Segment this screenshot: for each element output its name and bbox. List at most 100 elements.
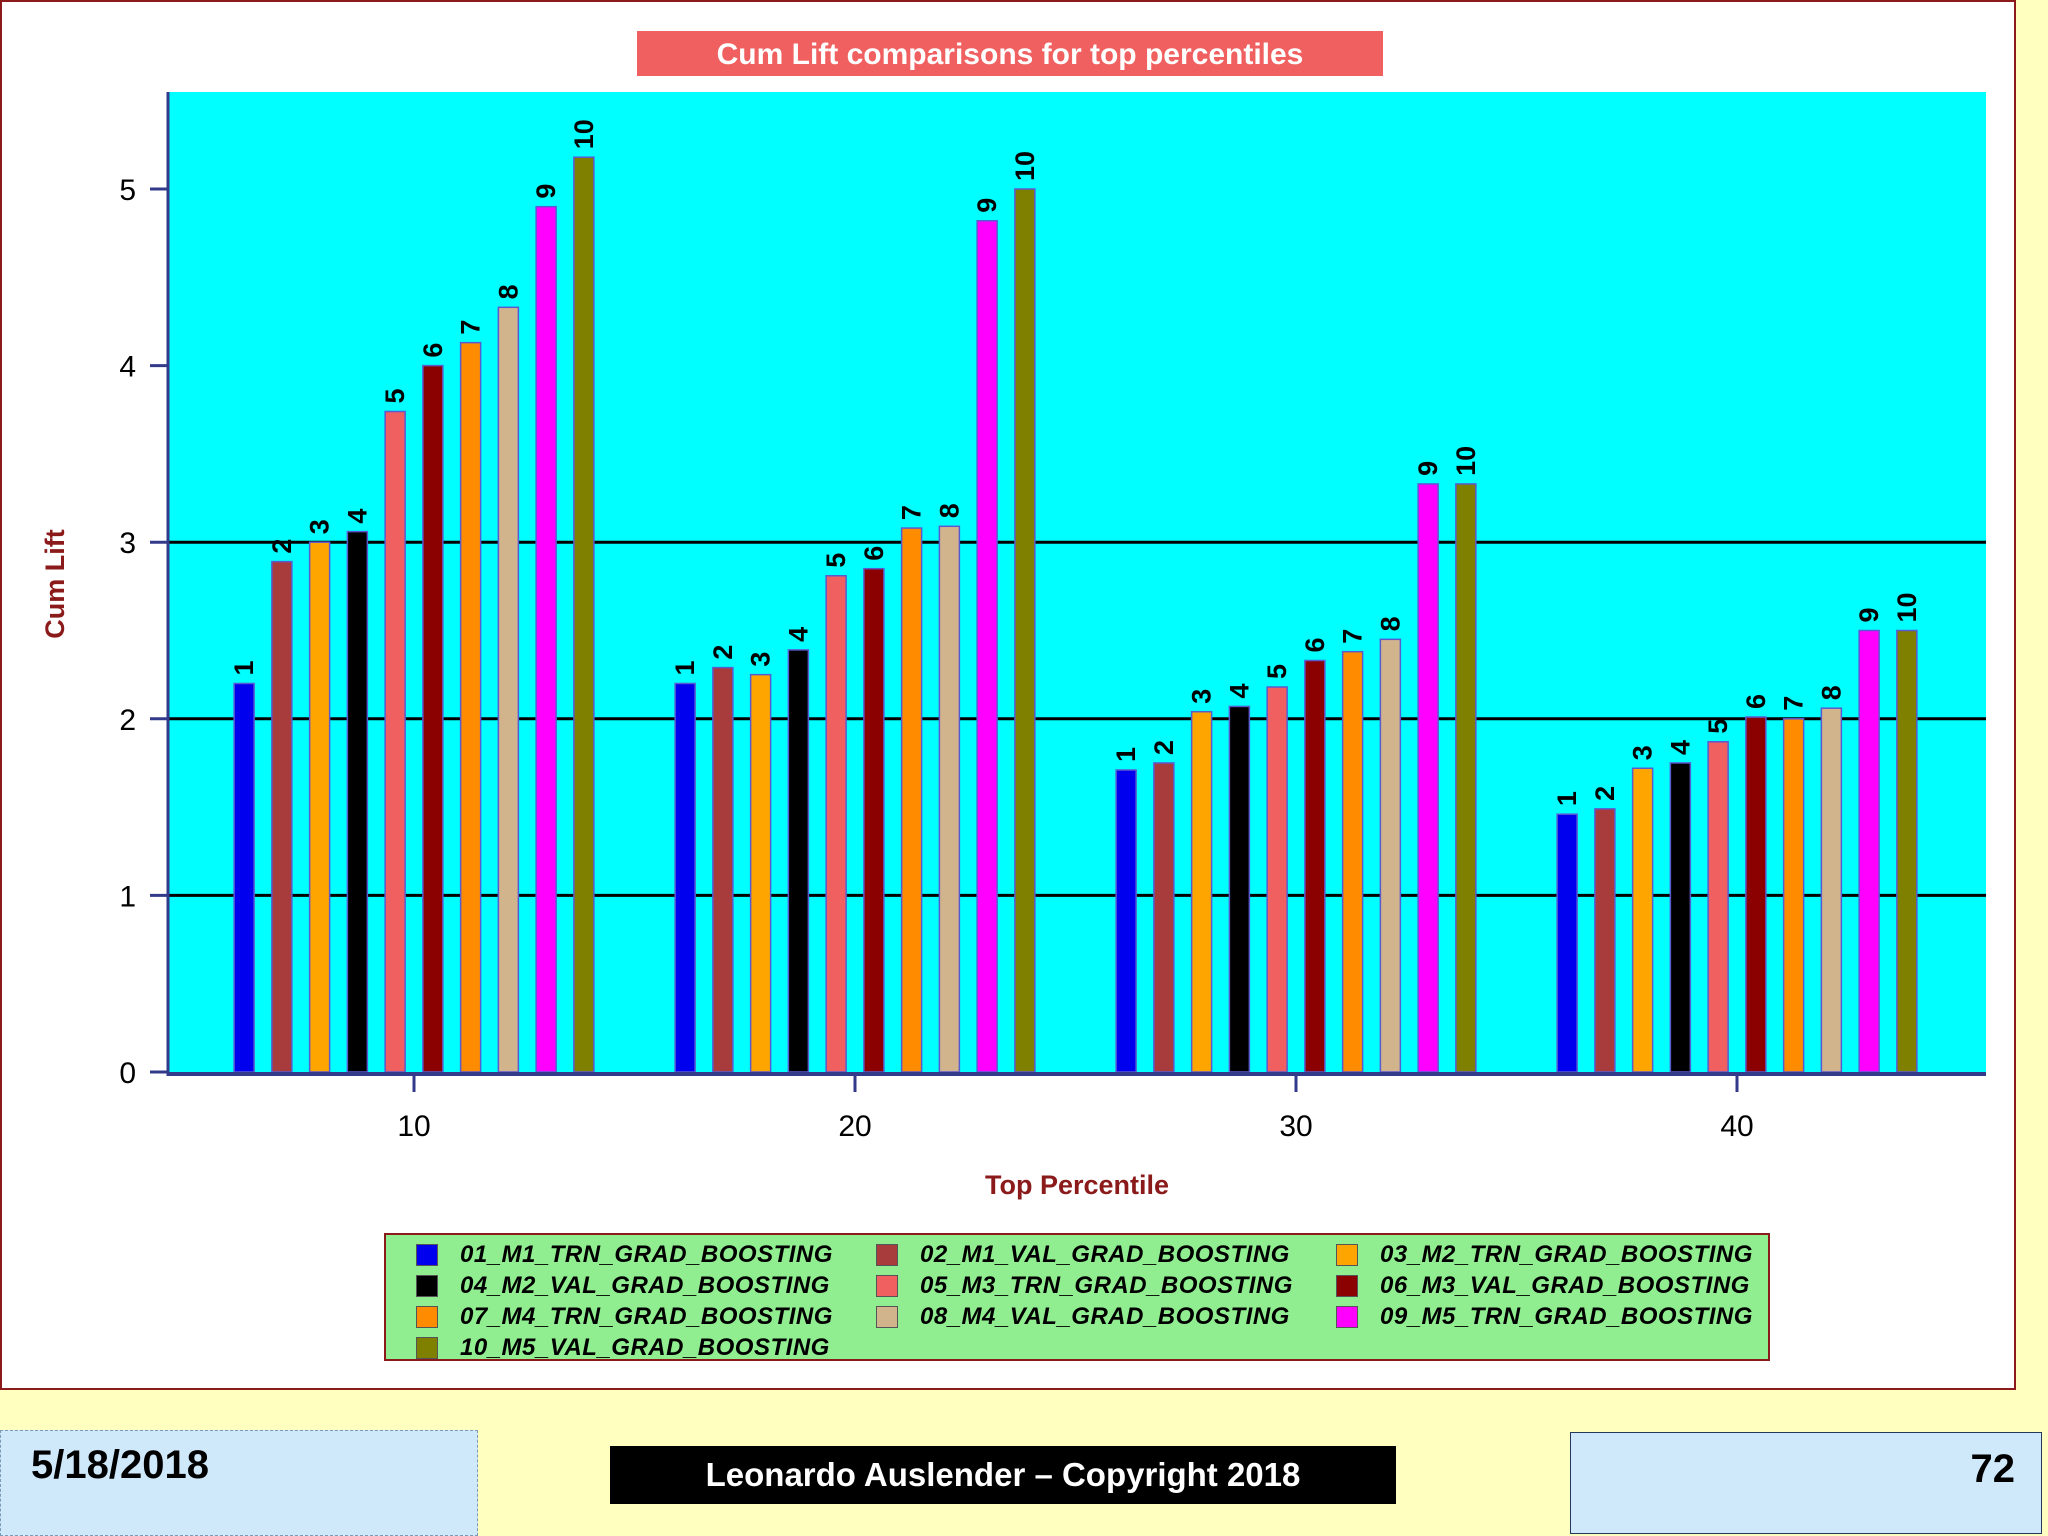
bar [1379,638,1402,1073]
y-tick-label: 2 [119,704,136,737]
legend-item: 03_M2_TRN_GRAD_BOOSTING [1320,1239,1780,1270]
legend-swatch [1336,1305,1358,1328]
legend-swatch [416,1243,438,1266]
bar-label: 9 [972,198,1002,213]
legend-label: 04_M2_VAL_GRAD_BOOSTING [460,1271,830,1299]
bar-label: 4 [783,627,813,642]
bar [384,410,406,1073]
bar-label: 3 [305,519,335,534]
bar-label: 9 [1854,607,1884,622]
bar [497,306,520,1073]
bar-label: 2 [267,539,297,554]
bar-label: 10 [1010,151,1040,181]
x-tick-label: 30 [1279,1110,1312,1143]
bar-label: 6 [1300,637,1330,652]
legend-swatch [416,1305,438,1328]
bar-label: 5 [1703,719,1733,734]
chart-title: Cum Lift comparisons for top percentiles [717,38,1304,71]
bar-label: 5 [821,553,851,568]
bar [233,682,255,1073]
bar [825,575,847,1073]
bar-label: 6 [1741,694,1771,709]
bar-chart: Cum Lift comparisons for top percentiles… [40,31,1986,1200]
legend-label: 10_M5_VAL_GRAD_BOOSTING [460,1333,830,1361]
legend-item: 07_M4_TRN_GRAD_BOOSTING [400,1301,860,1332]
bar-label: 5 [1262,664,1292,679]
x-tick-label: 20 [838,1110,871,1143]
y-tick-label: 0 [119,1057,136,1090]
legend-label: 07_M4_TRN_GRAD_BOOSTING [460,1302,833,1330]
bar [938,525,961,1073]
bar-label: 9 [1413,461,1443,476]
bar [1153,762,1175,1073]
bar [535,205,557,1073]
bar-label: 3 [746,652,776,667]
legend-label: 03_M2_TRN_GRAD_BOOSTING [1380,1240,1753,1268]
bar [1820,707,1843,1073]
legend-label: 06_M3_VAL_GRAD_BOOSTING [1380,1271,1750,1299]
footer-copyright: Leonardo Auslender – Copyright 2018 [610,1446,1396,1504]
bar-label: 2 [1590,786,1620,801]
title-background [637,31,1383,76]
footer-page-number: 72 [1570,1432,2042,1534]
bar [712,666,734,1073]
bar-label: 4 [1665,740,1695,755]
bar-label: 1 [1111,747,1141,762]
bar-label: 7 [1779,696,1809,711]
bar [787,649,810,1073]
legend-label: 09_M5_TRN_GRAD_BOOSTING [1380,1302,1753,1330]
bar-label: 4 [1224,683,1254,698]
bar-label: 1 [229,660,259,675]
bar-label: 3 [1628,745,1658,760]
legend-swatch [1336,1274,1358,1297]
bar-label: 8 [493,284,523,299]
bar-label: 10 [1892,592,1922,622]
legend-label: 02_M1_VAL_GRAD_BOOSTING [920,1240,1290,1268]
legend-item: 09_M5_TRN_GRAD_BOOSTING [1320,1301,1780,1332]
bar [749,673,772,1073]
bar [1341,650,1364,1073]
bar-label: 6 [859,546,889,561]
bar-label: 2 [708,645,738,660]
bar [1669,762,1692,1073]
bar [1556,813,1578,1073]
bar [1190,710,1213,1073]
bar [422,364,444,1073]
legend-item: 08_M4_VAL_GRAD_BOOSTING [860,1301,1320,1332]
legend-label: 08_M4_VAL_GRAD_BOOSTING [920,1302,1290,1330]
legend-swatch [876,1305,898,1328]
bar [1014,188,1036,1073]
bar-label: 7 [1338,629,1368,644]
bar [1745,716,1767,1073]
footer-date: 5/18/2018 [0,1430,478,1536]
legend-item: 10_M5_VAL_GRAD_BOOSTING [400,1332,860,1363]
bar [573,156,595,1073]
bar [1858,629,1880,1073]
bar-label: 9 [531,184,561,199]
y-tick-label: 5 [119,174,136,207]
bar-label: 5 [380,388,410,403]
bar-label: 6 [418,343,448,358]
legend-item: 01_M1_TRN_GRAD_BOOSTING [400,1239,860,1270]
bar [1594,808,1616,1073]
legend-item: 04_M2_VAL_GRAD_BOOSTING [400,1270,860,1301]
bar [1631,767,1654,1073]
bar-label: 7 [897,505,927,520]
legend-swatch [1336,1243,1358,1266]
bar [900,527,923,1073]
legend-item: 06_M3_VAL_GRAD_BOOSTING [1320,1270,1780,1301]
bar [976,220,998,1073]
y-tick-label: 4 [119,351,136,384]
x-axis-label: Top Percentile [985,1170,1169,1200]
bar [459,341,482,1073]
bar [1896,629,1918,1073]
legend-swatch [876,1243,898,1266]
bar [1455,483,1477,1073]
bar [1417,483,1439,1073]
bar [1115,769,1137,1073]
bar-label: 8 [934,503,964,518]
legend-swatch [416,1336,438,1359]
bar [1707,741,1729,1073]
bar-label: 10 [569,119,599,149]
legend-item: 02_M1_VAL_GRAD_BOOSTING [860,1239,1320,1270]
